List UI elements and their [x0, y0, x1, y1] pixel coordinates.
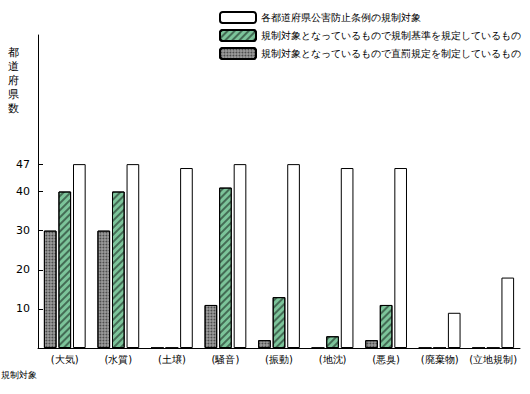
- svg-text:(立地規制): (立地規制): [469, 354, 517, 365]
- svg-text:(悪臭): (悪臭): [372, 354, 400, 365]
- svg-text:(廃棄物): (廃棄物): [421, 354, 459, 365]
- svg-text:規制対象となっているもので直罰規定を制定しているもの: 規制対象となっているもので直罰規定を制定しているもの: [261, 48, 521, 59]
- svg-text:40: 40: [16, 185, 30, 198]
- svg-text:都: 都: [8, 46, 19, 59]
- svg-text:(土壌): (土壌): [158, 354, 186, 365]
- svg-text:数: 数: [8, 102, 19, 115]
- svg-text:(振動): (振動): [265, 354, 293, 365]
- svg-text:道: 道: [8, 60, 19, 73]
- svg-text:各都道府県公害防止条例の規制対象: 各都道府県公害防止条例の規制対象: [261, 12, 421, 23]
- svg-text:規制対象: 規制対象: [1, 370, 37, 380]
- svg-text:20: 20: [16, 263, 30, 276]
- svg-text:府: 府: [8, 74, 19, 87]
- svg-text:10: 10: [16, 302, 30, 315]
- svg-text:30: 30: [16, 224, 30, 237]
- svg-text:(水質): (水質): [104, 354, 132, 365]
- svg-text:(大気): (大気): [51, 354, 79, 365]
- svg-text:県: 県: [8, 88, 19, 101]
- svg-text:(騒音): (騒音): [212, 354, 240, 365]
- svg-text:規制対象となっているもので規制基準を規定しているもの: 規制対象となっているもので規制基準を規定しているもの: [261, 30, 521, 41]
- svg-text:(地沈): (地沈): [319, 354, 347, 365]
- svg-text:47: 47: [16, 158, 30, 171]
